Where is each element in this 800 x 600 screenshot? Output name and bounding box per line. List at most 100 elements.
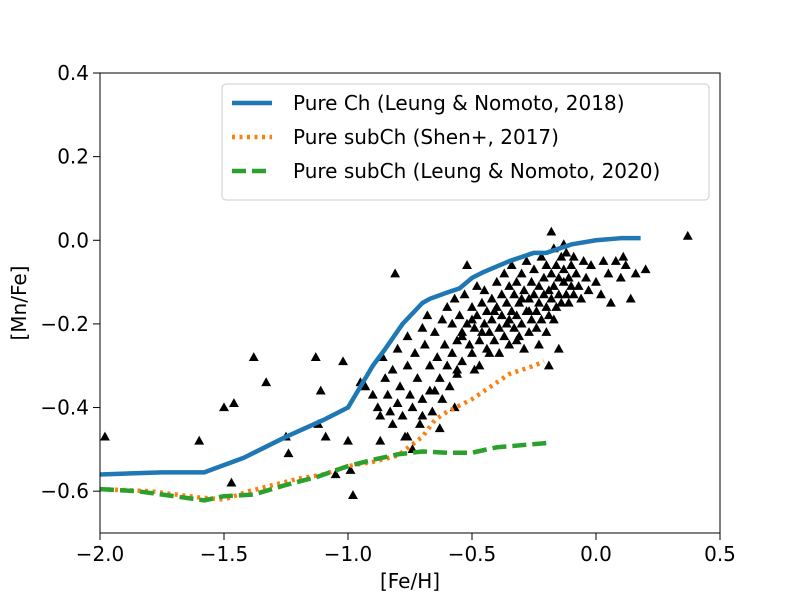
scatter-point [566,260,577,270]
scatter-point [382,389,393,399]
scatter-point [414,419,425,428]
scatter-point [429,327,440,336]
scatter-point [499,331,510,341]
scatter-point [576,293,587,303]
scatter-point [375,435,386,445]
scatter-point [194,435,205,445]
scatter-point [330,469,341,479]
scatter-point [558,264,569,274]
scatter-point [598,255,609,265]
scatter-point [568,251,579,261]
scatter-point [546,293,557,303]
scatter-point [494,347,505,357]
scatter-point [387,364,398,374]
scatter-point [524,293,534,303]
scatter-point [541,327,552,336]
scatter-point [561,289,572,299]
scatter-point [519,285,530,295]
scatter-point [422,310,433,320]
scatter-point [610,255,621,265]
scatter-point [476,327,487,336]
scatter-point [603,268,614,278]
scatter-point [315,385,326,395]
y-tick-label: −0.2 [40,312,89,336]
scatter-point [618,251,629,261]
scatter-point [434,373,445,382]
scatter-point [437,314,448,324]
scatter-point [261,377,272,387]
scatter-point [469,364,480,374]
scatter-point [375,410,386,420]
scatter-point [434,423,445,433]
scatter-point [640,264,651,274]
scatter-point [390,268,401,278]
scatter-point [548,281,559,290]
scatter-point [531,322,542,332]
scatter-point [489,306,500,316]
scatter-point [479,318,490,328]
scatter-point [410,347,420,357]
scatter-point [571,268,582,278]
scatter-point [521,255,532,265]
plot-frame [99,72,721,534]
scatter-point [496,310,507,320]
x-tick-label: 0.5 [704,542,736,566]
y-tick-label: −0.6 [40,479,89,503]
scatter-point [538,272,549,282]
scatter-point [462,260,472,270]
scatter-point [387,419,398,428]
scatter-point [509,322,520,332]
scatter-point [546,226,557,236]
scatter-point [472,281,482,290]
y-tick-label: −0.4 [40,396,89,420]
scatter-point [402,431,413,441]
scatter-point [566,281,577,290]
scatter-point [464,339,475,349]
scatter-point [454,310,465,320]
scatter-point [536,251,547,261]
scatter-point [432,352,443,362]
scatter-point [511,276,522,286]
scatter-point [380,373,391,382]
scatter-point [459,289,470,299]
scatter-point [553,343,564,353]
x-axis: −2.0 −1.5 −1.0 −0.5 0.0 0.5 [76,533,736,566]
scatter-point [367,389,378,399]
y-tick-label: 0.4 [57,61,89,85]
scatter-point [474,360,485,370]
scatter-point [452,335,463,345]
scatter-point [543,310,554,320]
scatter-point [526,314,537,324]
scatter-point [452,364,463,374]
scatter-point [504,281,515,290]
scatter-point [534,281,544,290]
scatter-point [541,301,552,311]
scatter-point [462,318,472,328]
scatter-point [392,343,403,353]
scatter-point [412,373,423,382]
scatter-point [563,297,574,307]
scatter-point [417,410,428,420]
scatter-point [419,339,430,349]
scatter-point [397,410,408,420]
scatter-point [407,402,418,412]
scatter-point [501,297,512,307]
scatter-point [467,314,477,324]
scatter-point [360,381,371,391]
legend-label: Pure Ch (Leung & Nomoto, 2018) [293,91,625,115]
scatter-point [504,314,515,324]
scatter-point [499,268,510,278]
scatter-point [568,289,579,299]
scatter-point [630,268,641,278]
scatter-point [529,264,539,274]
scatter-point [529,289,539,299]
scatter-point [392,398,403,408]
scatter-point [591,276,601,286]
scatter-point [561,247,572,257]
legend: Pure Ch (Leung & Nomoto, 2018) Pure subCh… [221,83,710,201]
scatter-point [469,322,480,332]
scatter-point [447,318,458,328]
scatter-point [486,293,497,303]
scatter-point [506,260,517,270]
